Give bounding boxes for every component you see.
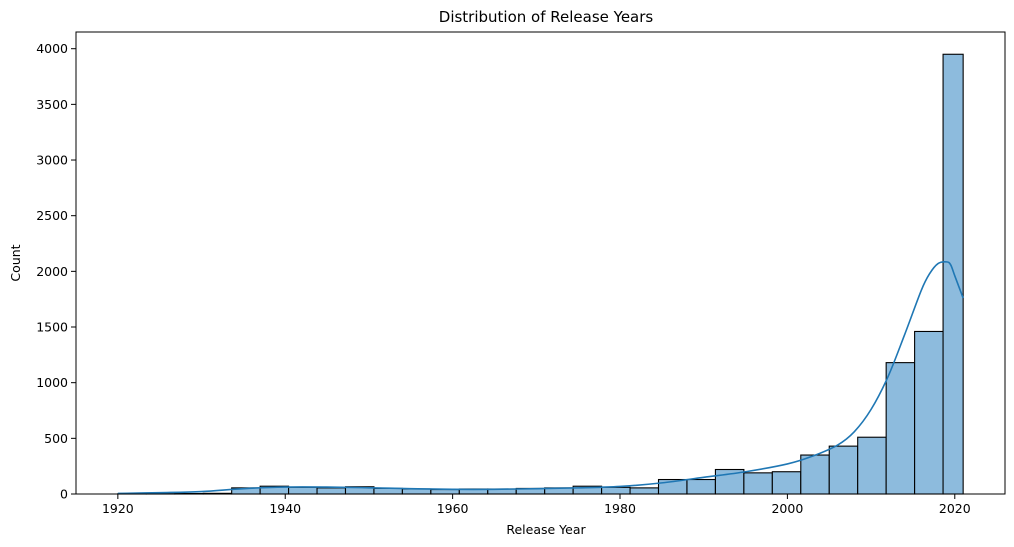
x-tick-label: 1980 xyxy=(604,501,636,516)
kde-line xyxy=(117,260,964,495)
histogram-bar xyxy=(288,486,318,495)
y-tick-label: 2000 xyxy=(36,264,68,279)
histogram-bar xyxy=(857,436,887,495)
x-tick-label: 2020 xyxy=(939,501,971,516)
x-tick-label: 2000 xyxy=(771,501,803,516)
x-tick-label: 1920 xyxy=(102,501,134,516)
histogram-bar xyxy=(316,487,347,495)
x-axis: 1920 1940 1960 1980 2000 2020 xyxy=(102,494,971,516)
histogram-bar xyxy=(373,487,403,495)
histogram-bar xyxy=(601,486,631,495)
histogram-bar xyxy=(914,330,944,495)
histogram-bar xyxy=(743,472,773,495)
y-tick-label: 3500 xyxy=(36,97,68,112)
y-tick-label: 0 xyxy=(60,487,68,502)
x-tick-label: 1960 xyxy=(437,501,469,516)
histogram-bar xyxy=(430,488,460,495)
bars-group xyxy=(117,53,964,495)
y-axis: 0 500 1000 1500 2000 2500 3000 3500 4000 xyxy=(36,41,76,502)
histogram-bar xyxy=(629,487,660,495)
histogram-bar xyxy=(942,53,964,495)
y-axis-label: Count xyxy=(8,244,23,281)
histogram-bar xyxy=(800,454,830,495)
chart-title: Distribution of Release Years xyxy=(439,8,654,26)
histogram-bar xyxy=(401,488,432,495)
y-tick-label: 1500 xyxy=(36,320,68,335)
y-tick-label: 3000 xyxy=(36,153,68,168)
y-tick-label: 1000 xyxy=(36,375,68,390)
plot-frame xyxy=(75,31,1006,495)
histogram-bar xyxy=(686,478,716,495)
y-tick-label: 2500 xyxy=(36,208,68,223)
x-tick-label: 1940 xyxy=(269,501,301,516)
x-axis-label: Release Year xyxy=(506,522,586,537)
y-tick-label: 4000 xyxy=(36,41,68,56)
histogram-bar xyxy=(771,471,802,495)
histogram-bar xyxy=(828,445,859,495)
histogram-bar xyxy=(885,362,916,495)
y-tick-label: 500 xyxy=(44,431,68,446)
